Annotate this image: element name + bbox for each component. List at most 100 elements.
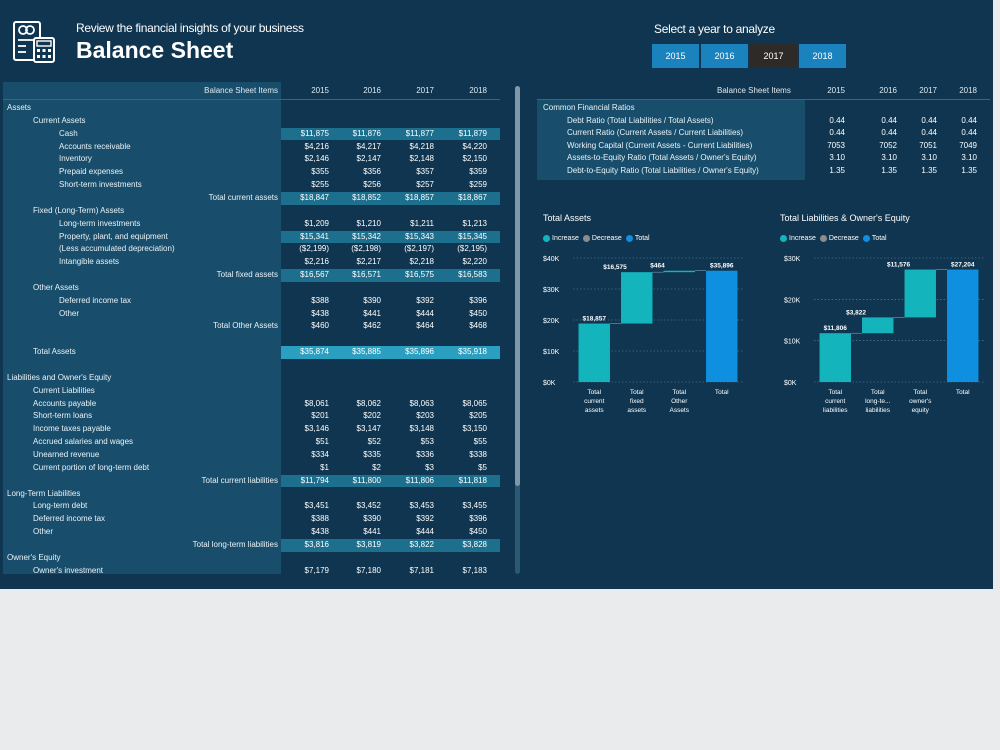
row-value-2015: $438 (311, 308, 329, 318)
row-label: Accounts receivable (59, 141, 131, 151)
y-tick-label: $30K (543, 287, 560, 294)
year-button-2018[interactable]: 2018 (799, 44, 846, 68)
table-row: Income taxes payable $3,146 $3,147 $3,148 $3… (3, 423, 500, 436)
legend-total-label: Total (634, 235, 650, 242)
row-value-2017: $444 (416, 527, 434, 537)
row-label: Total long-term liabilities (192, 539, 278, 549)
column-header-items[interactable]: Balance Sheet Items (204, 86, 278, 95)
ratios-row: Current Ratio (Current Assets / Current … (537, 127, 990, 140)
column-header-2017[interactable]: 2017 (416, 86, 434, 95)
row-label: Long-term debt (33, 501, 88, 511)
waterfall-bar[interactable] (862, 317, 894, 334)
row-label: Current Assets (33, 115, 86, 125)
row-value-2016: $16,571 (352, 270, 381, 280)
scrollbar-thumb[interactable] (515, 86, 520, 486)
row-value-2017: $444 (416, 308, 434, 318)
x-tick-label: liabilities (823, 407, 848, 414)
row-value-2017: $203 (416, 411, 434, 421)
x-tick-label: Assets (669, 407, 689, 414)
row-value-2018: $7,183 (462, 565, 487, 574)
ratios-value-2016: 7052 (879, 140, 897, 150)
row-value-2017: $7,181 (409, 565, 434, 574)
legend-decrease[interactable]: Decrease (819, 235, 859, 242)
table-row: Intangible assets $2,216 $2,217 $2,218 $2,22… (3, 256, 500, 269)
year-button-2015[interactable]: 2015 (652, 44, 699, 68)
row-value-2017: ($2,197) (404, 244, 434, 254)
table-row: Owner's Equity (3, 552, 500, 565)
ratios-column-header-2018[interactable]: 2018 (959, 86, 977, 95)
balance-sheet-table: Balance Sheet Items 2015 2016 2017 2018 Asse… (3, 82, 500, 574)
table-label-band (3, 82, 281, 574)
ratios-column-header-2015[interactable]: 2015 (827, 86, 845, 95)
decrease-dot-icon (582, 235, 590, 242)
row-value-2018: $338 (469, 449, 487, 459)
ratios-value-2017: 3.10 (921, 153, 937, 163)
ratios-row-label: Assets-to-Equity Ratio (Total Assets / O… (567, 153, 757, 163)
x-tick-label: liabilities (865, 407, 890, 414)
data-label: $27,204 (951, 262, 975, 269)
row-value-2015: $438 (311, 527, 329, 537)
ratios-table-header: Balance Sheet Items 2015 2016 2017 2018 (537, 82, 990, 100)
row-value-2015: $1,209 (304, 218, 329, 228)
row-value-2016: $35,885 (352, 347, 381, 357)
column-header-2015[interactable]: 2015 (311, 86, 329, 95)
row-label: Other (59, 308, 80, 318)
legend-decrease[interactable]: Decrease (582, 235, 622, 242)
waterfall-bar[interactable] (663, 270, 695, 273)
legend-increase[interactable]: Increase (780, 235, 816, 242)
y-tick-label: $20K (543, 318, 560, 325)
waterfall-bar[interactable] (904, 269, 936, 318)
row-label: Intangible assets (59, 257, 120, 267)
waterfall-bar[interactable] (947, 269, 979, 382)
table-row: Accounts receivable $4,216 $4,217 $4,218 $4,… (3, 141, 500, 154)
row-value-2018: $8,065 (462, 398, 487, 408)
row-label: Other (33, 527, 54, 537)
legend-increase[interactable]: Increase (543, 235, 579, 242)
x-tick-label: Total (871, 389, 885, 396)
row-value-2018: $16,583 (458, 270, 487, 280)
waterfall-bar[interactable] (578, 323, 610, 382)
row-value-2015: $460 (311, 321, 329, 331)
row-label: Prepaid expenses (59, 167, 124, 177)
row-value-2015: $16,567 (300, 270, 329, 280)
calculator-document-icon (13, 21, 55, 63)
data-label: $11,576 (887, 262, 911, 269)
x-tick-label: Total (630, 389, 644, 396)
year-button-2017[interactable]: 2017 (750, 44, 797, 68)
row-value-2015: ($2,199) (299, 244, 329, 254)
row-value-2015: $201 (311, 411, 329, 421)
row-value-2017: $336 (416, 449, 434, 459)
ratios-value-2018: 1.35 (961, 166, 977, 175)
total-liabilities-legend: Increase Decrease Total (780, 235, 891, 242)
table-scrollbar[interactable] (515, 86, 520, 574)
waterfall-bar[interactable] (621, 272, 653, 324)
ratios-column-header-2016[interactable]: 2016 (879, 86, 897, 95)
row-value-2018: $55 (473, 437, 487, 447)
column-header-2018[interactable]: 2018 (469, 86, 487, 95)
total-assets-chart-title: Total Assets (543, 213, 592, 223)
ratios-value-2016: 3.10 (881, 153, 897, 163)
row-label: Deferred income tax (33, 514, 106, 524)
waterfall-bar[interactable] (706, 270, 738, 382)
year-button-2016[interactable]: 2016 (701, 44, 748, 68)
row-value-2017: $3,148 (409, 424, 434, 434)
row-value-2015: $388 (311, 295, 329, 305)
row-value-2016: $15,342 (352, 231, 381, 241)
waterfall-bar[interactable] (819, 333, 851, 382)
data-label: $11,806 (824, 325, 848, 332)
row-value-2017: $392 (416, 514, 434, 524)
x-tick-label: Total (956, 389, 970, 396)
ratios-column-header-items[interactable]: Balance Sheet Items (717, 86, 791, 95)
legend-total[interactable]: Total (862, 235, 887, 242)
row-highlight (281, 230, 500, 244)
row-value-2016: $2,147 (356, 154, 381, 164)
row-value-2018: $396 (469, 295, 487, 305)
legend-total[interactable]: Total (625, 235, 650, 242)
row-value-2017: $4,218 (409, 141, 434, 151)
ratios-value-2016: 1.35 (881, 166, 897, 175)
column-header-2016[interactable]: 2016 (363, 86, 381, 95)
ratios-column-header-2017[interactable]: 2017 (919, 86, 937, 95)
row-highlight (281, 191, 500, 205)
row-highlight (281, 474, 500, 488)
year-slicer: 2015 2016 2017 2018 (652, 44, 848, 68)
